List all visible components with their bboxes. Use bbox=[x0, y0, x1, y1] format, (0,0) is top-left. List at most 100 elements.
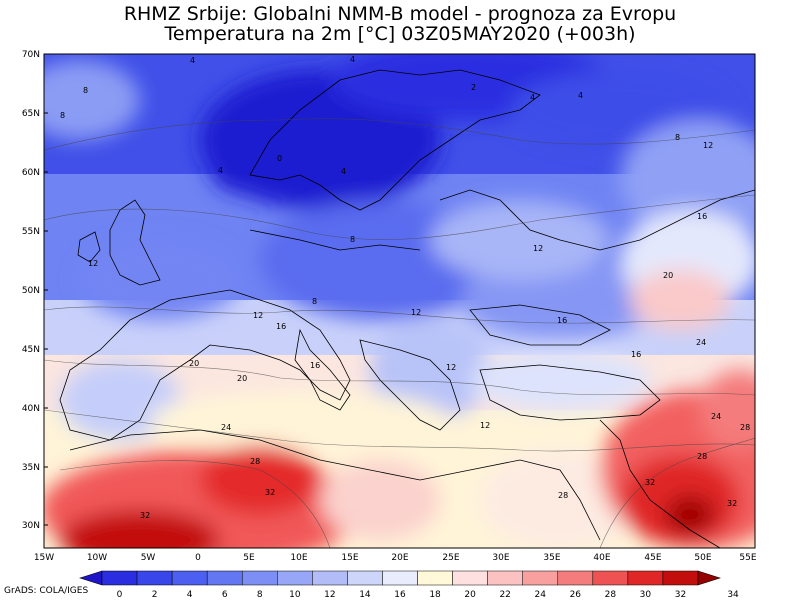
contour-label: 8 bbox=[83, 86, 88, 95]
lat-tick-label: 60N bbox=[22, 168, 40, 178]
contour-label: 0 bbox=[277, 154, 282, 163]
lon-tick-label: 5E bbox=[243, 553, 255, 563]
legend-swatch bbox=[101, 570, 138, 586]
contour-label: 16 bbox=[310, 361, 320, 370]
lat-tick-label: 40N bbox=[22, 404, 40, 414]
contour-label: 12 bbox=[88, 259, 98, 268]
contour-label: 16 bbox=[697, 212, 707, 221]
legend-swatch bbox=[662, 570, 699, 586]
legend-swatch bbox=[522, 570, 559, 586]
lat-tick-label: 70N bbox=[22, 50, 40, 60]
legend-label: 30 bbox=[640, 590, 652, 600]
latitude-axis: 70N 65N 60N 55N 50N 45N 40N 35N 30N bbox=[22, 50, 48, 531]
contour-label: 8 bbox=[312, 297, 317, 306]
contour-label: 28 bbox=[697, 452, 707, 461]
credit-text: GrADS: COLA/IGES bbox=[4, 586, 89, 596]
contour-label: 4 bbox=[350, 55, 355, 64]
lon-tick-label: 15E bbox=[341, 553, 358, 563]
legend-swatch bbox=[487, 570, 523, 586]
legend-swatch bbox=[592, 570, 629, 586]
legend-label: 4 bbox=[187, 590, 193, 600]
lat-tick-label: 30N bbox=[22, 521, 40, 531]
contour-label: 20 bbox=[237, 374, 247, 383]
lon-tick-label: 40E bbox=[593, 553, 610, 563]
lat-tick-label: 65N bbox=[22, 109, 40, 119]
contour-label: 20 bbox=[663, 271, 673, 280]
contour-label: 32 bbox=[265, 488, 275, 497]
contour-label: 28 bbox=[250, 457, 260, 466]
contour-label: 4 bbox=[530, 93, 535, 102]
contour-label: 4 bbox=[190, 56, 195, 65]
lon-tick-label: 50E bbox=[694, 553, 711, 563]
legend-label: 18 bbox=[429, 590, 441, 600]
legend-label: 2 bbox=[152, 590, 158, 600]
contour-label: 16 bbox=[276, 322, 286, 331]
contour-label: 8 bbox=[675, 133, 680, 142]
lat-tick-label: 50N bbox=[22, 286, 40, 296]
contour-label: 12 bbox=[480, 421, 490, 430]
contour-label: 12 bbox=[253, 311, 263, 320]
lon-tick-label: 55E bbox=[739, 553, 756, 563]
contour-label: 16 bbox=[557, 316, 567, 325]
legend-label: 10 bbox=[289, 590, 301, 600]
legend-label: 14 bbox=[359, 590, 371, 600]
legend-swatch bbox=[241, 570, 278, 586]
contour-label: 20 bbox=[189, 359, 199, 368]
legend-label: 20 bbox=[464, 590, 476, 600]
legend-swatch bbox=[417, 570, 453, 586]
legend-label: 12 bbox=[324, 590, 335, 600]
legend-swatch bbox=[171, 570, 208, 586]
contour-label: 8 bbox=[350, 235, 355, 244]
legend-min-arrow bbox=[79, 570, 103, 586]
lon-tick-label: 45E bbox=[644, 553, 661, 563]
legend-swatch bbox=[277, 570, 313, 586]
contour-label: 12 bbox=[411, 308, 421, 317]
lat-tick-label: 45N bbox=[22, 345, 40, 355]
contour-label: 4 bbox=[218, 166, 223, 175]
legend-swatch bbox=[347, 570, 383, 586]
contour-label: 8 bbox=[60, 111, 65, 120]
contour-label: 12 bbox=[533, 244, 543, 253]
contour-label: 28 bbox=[558, 491, 568, 500]
contour-label: 16 bbox=[631, 350, 641, 359]
contour-label: 32 bbox=[727, 499, 737, 508]
longitude-axis: 15W 10W 5W 0 5E 10E 15E 20E 25E 30E 35E … bbox=[34, 553, 757, 563]
lat-tick-label: 55N bbox=[22, 227, 40, 237]
contour-labels: 4 4 8 8 2 4 4 8 12 0 4 4 16 12 12 8 8 12… bbox=[60, 55, 750, 520]
legend-label: 34 bbox=[727, 590, 739, 600]
legend-swatch bbox=[312, 570, 348, 586]
lon-tick-label: 20E bbox=[391, 553, 408, 563]
contour-label: 12 bbox=[446, 363, 456, 372]
lon-tick-label: 5W bbox=[141, 553, 156, 563]
legend-max-arrow bbox=[697, 570, 721, 586]
lat-tick-label: 35N bbox=[22, 463, 40, 473]
legend-label: 24 bbox=[535, 590, 547, 600]
lon-tick-label: 15W bbox=[34, 553, 54, 563]
lon-tick-label: 0 bbox=[195, 553, 201, 563]
lon-tick-label: 10E bbox=[290, 553, 307, 563]
color-legend: 0 2 4 6 8 10 12 14 16 18 20 22 24 26 28 30 32 34 bbox=[79, 570, 739, 600]
legend-swatch bbox=[452, 570, 488, 586]
contour-label: 12 bbox=[703, 141, 713, 150]
legend-boxes bbox=[101, 570, 699, 586]
legend-label: 32 bbox=[675, 590, 686, 600]
legend-swatch bbox=[627, 570, 664, 586]
contour-label: 4 bbox=[341, 167, 346, 176]
legend-swatch bbox=[136, 570, 173, 586]
contour-label: 32 bbox=[645, 478, 655, 487]
contour-label: 24 bbox=[696, 338, 706, 347]
contour-label: 4 bbox=[578, 91, 583, 100]
legend-label: 26 bbox=[570, 590, 582, 600]
legend-label: 0 bbox=[117, 590, 123, 600]
isotherms bbox=[44, 118, 755, 548]
map-frame bbox=[43, 53, 756, 549]
lon-tick-label: 10W bbox=[87, 553, 107, 563]
contour-label: 2 bbox=[471, 83, 476, 92]
legend-swatch bbox=[382, 570, 418, 586]
contour-label: 24 bbox=[711, 412, 721, 421]
legend-label: 8 bbox=[257, 590, 263, 600]
coastlines bbox=[59, 69, 755, 548]
lon-tick-label: 25E bbox=[442, 553, 459, 563]
temperature-field bbox=[44, 54, 755, 548]
legend-swatch bbox=[557, 570, 594, 586]
